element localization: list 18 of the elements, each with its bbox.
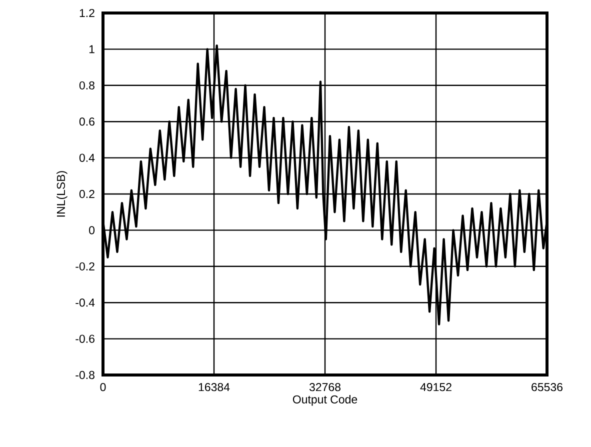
x-axis-title: Output Code — [292, 395, 358, 406]
x-tick-label: 0 — [100, 383, 106, 392]
x-tick-label: 16384 — [198, 383, 230, 392]
y-tick-label: -0.6 — [76, 334, 94, 343]
y-tick-label: 0.4 — [79, 154, 95, 162]
y-tick-label: 0.6 — [79, 118, 94, 126]
y-tick-label: 1.2 — [80, 8, 94, 18]
y-tick-label: 0.2 — [79, 190, 94, 198]
y-tick-label: 0 — [89, 226, 95, 234]
y-tick-label: 1 — [89, 45, 94, 54]
x-tick-label: 32768 — [309, 383, 340, 392]
y-tick-label: -0.8 — [76, 370, 94, 380]
y-axis-title: INL(LSB) — [56, 171, 68, 217]
y-tick-label: -0.4 — [76, 298, 95, 307]
y-tick-label: -0.2 — [76, 262, 94, 270]
x-tick-label: 49152 — [420, 383, 452, 392]
y-tick-label: 0.8 — [79, 81, 94, 90]
x-tick-label: 65536 — [532, 383, 562, 392]
